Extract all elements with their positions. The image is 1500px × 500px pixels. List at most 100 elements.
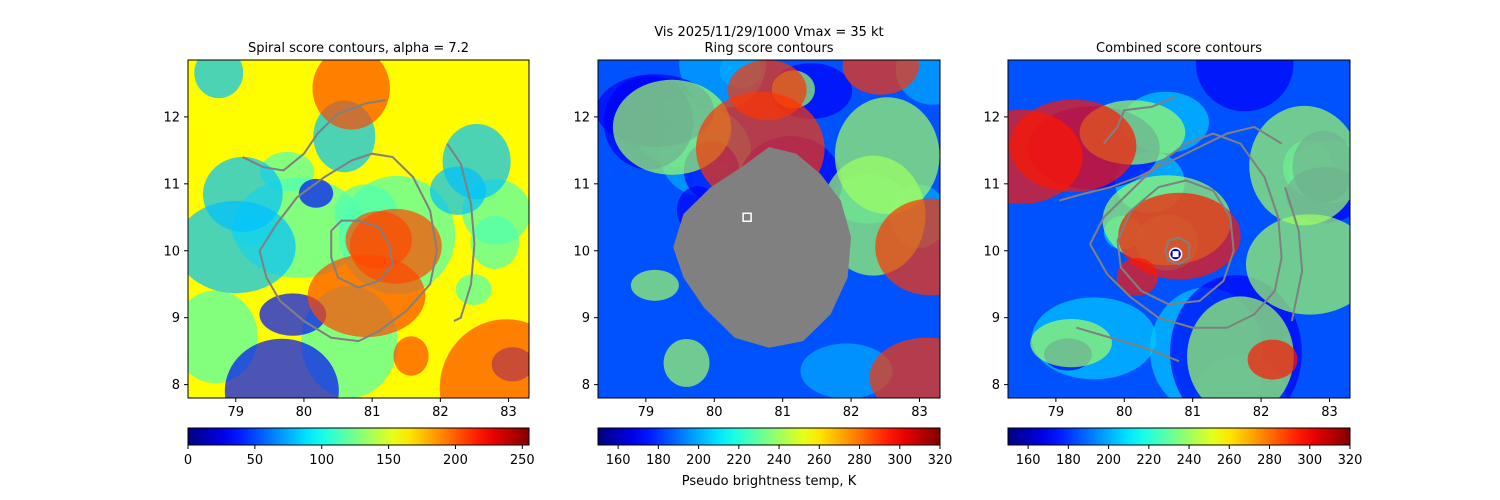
heatmap-blob xyxy=(455,274,492,305)
heatmap-blob xyxy=(663,338,710,387)
contour-line xyxy=(1059,125,1283,202)
x-tick-label: 82 xyxy=(843,405,860,420)
heatmap-blob xyxy=(630,269,679,301)
panel-1: Spiral score contours, alpha = 7.279 80 81… xyxy=(163,41,535,468)
y-tick-label: 12 xyxy=(573,110,590,125)
colorbar-tick-label: 240 xyxy=(1177,453,1202,468)
heatmap-image xyxy=(1008,60,1350,398)
colorbar-tick-label: 300 xyxy=(1297,453,1322,468)
colorbar-label: Pseudo brightness temp, K xyxy=(682,474,857,489)
heatmap-blob xyxy=(439,319,529,398)
panel-2: Ring score contours 79 80 81 82 83 8 9 10 11 12 160… xyxy=(573,41,953,468)
contour-line xyxy=(1102,95,1176,145)
colorbar-tick-label: 200 xyxy=(1096,453,1121,468)
contour-line xyxy=(1164,236,1191,266)
colorbar-tick-label: 260 xyxy=(807,453,832,468)
colorbar-tick-label: 200 xyxy=(686,453,711,468)
heatmap-blob xyxy=(312,60,390,130)
y-tick-label: 8 xyxy=(172,378,180,393)
contour-line xyxy=(258,152,438,343)
y-tick-label: 10 xyxy=(573,244,590,259)
heatmap-blob xyxy=(393,336,429,376)
colorbar-tick-label: 250 xyxy=(510,453,535,468)
colorbar-tick-label: 200 xyxy=(443,453,468,468)
colorbar-tick-label: 280 xyxy=(1257,453,1282,468)
colorbar-tick-label: 100 xyxy=(309,453,334,468)
colorbar xyxy=(1007,427,1351,446)
heatmap-blob xyxy=(1118,192,1241,280)
heatmap-blob xyxy=(1030,319,1112,368)
contour-line xyxy=(1076,326,1180,363)
colorbar-tick-label: 320 xyxy=(928,453,953,468)
heatmap-blob xyxy=(1249,105,1350,226)
heatmap-blob xyxy=(875,198,940,296)
colorbar xyxy=(597,427,941,446)
x-tick-label: 81 xyxy=(1184,405,1201,420)
colorbar-tick-label: 160 xyxy=(606,453,631,468)
x-tick-label: 83 xyxy=(911,405,928,420)
heatmap-blob xyxy=(710,325,831,398)
heatmap-blob xyxy=(842,60,919,95)
contour-line xyxy=(330,219,394,289)
y-tick-label: 12 xyxy=(983,110,1000,125)
y-tick-label: 9 xyxy=(582,311,590,326)
x-tick-label: 80 xyxy=(706,405,723,420)
colorbar-tick-label: 220 xyxy=(726,453,751,468)
colorbar-tick-label: 180 xyxy=(1056,453,1081,468)
y-tick-label: 12 xyxy=(163,110,180,125)
axes-frame xyxy=(187,59,530,399)
contour-line xyxy=(1089,132,1283,329)
x-tick-label: 79 xyxy=(227,405,244,420)
heatmap-blob xyxy=(598,305,668,394)
heatmap-blob xyxy=(1071,60,1151,100)
y-tick-label: 10 xyxy=(163,244,180,259)
x-tick-label: 80 xyxy=(1116,405,1133,420)
colorbar-tick-label: 180 xyxy=(646,453,671,468)
masked-region xyxy=(673,147,852,348)
heatmap-blob xyxy=(188,200,296,294)
heatmap-blob xyxy=(1195,60,1294,112)
x-tick-label: 82 xyxy=(1253,405,1270,420)
panel-3: Combined score contours 79 80 81 82 83 8 9 10 11 1… xyxy=(983,41,1363,468)
colorbar-tick-label: 160 xyxy=(1016,453,1041,468)
axes-frame xyxy=(597,59,941,399)
x-tick-label: 79 xyxy=(1048,405,1065,420)
x-tick-label: 80 xyxy=(296,405,313,420)
heatmap-blob xyxy=(1245,214,1350,315)
heatmap-blob xyxy=(800,343,893,398)
y-tick-label: 11 xyxy=(983,177,1000,192)
colorbar xyxy=(187,427,530,446)
colorbar-tick-label: 50 xyxy=(247,453,264,468)
heatmap-blob xyxy=(869,337,940,398)
colorbar-tick-label: 150 xyxy=(376,453,401,468)
heatmap-blob xyxy=(442,123,511,200)
heatmap-blob xyxy=(203,156,283,232)
figure-suptitle: Vis 2025/11/29/1000 Vmax = 35 kt xyxy=(654,25,883,40)
x-tick-label: 83 xyxy=(1321,405,1338,420)
heatmap-blob xyxy=(349,208,442,284)
colorbar-tick-label: 0 xyxy=(184,453,192,468)
colorbar-tick-label: 220 xyxy=(1136,453,1161,468)
heatmap-blob xyxy=(1116,257,1159,296)
heatmap-image xyxy=(598,60,940,398)
x-tick-label: 79 xyxy=(638,405,655,420)
center-marker-square xyxy=(1172,251,1179,258)
heatmap-blob xyxy=(298,178,334,208)
x-tick-label: 83 xyxy=(500,405,517,420)
center-marker xyxy=(742,212,752,223)
y-tick-label: 8 xyxy=(992,378,1000,393)
y-tick-label: 9 xyxy=(992,311,1000,326)
colorbar-tick-label: 320 xyxy=(1338,453,1363,468)
heatmap-blob xyxy=(194,60,244,99)
axes-frame xyxy=(1007,59,1351,399)
y-tick-label: 9 xyxy=(172,311,180,326)
contour-line xyxy=(242,99,386,172)
heatmap-image xyxy=(188,60,529,398)
x-tick-label: 81 xyxy=(774,405,791,420)
contour-line xyxy=(446,143,476,322)
panel-title: Combined score contours xyxy=(1096,41,1262,56)
colorbar-tick-label: 280 xyxy=(847,453,872,468)
heatmap-blob xyxy=(224,338,339,398)
contour-line xyxy=(1284,186,1304,322)
